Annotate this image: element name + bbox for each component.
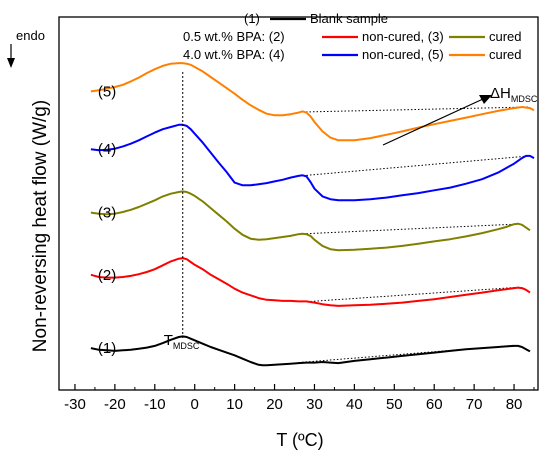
t-mdsc-label-sub: MDSC [173,341,200,351]
legend-label-3: cured [489,29,522,44]
baseline-series-1 [298,344,515,364]
t-mdsc-label-main: T [164,332,173,349]
x-tick-label-6: 30 [306,396,323,413]
series-line-3 [90,190,531,252]
x-tick-label-3: 0 [191,396,199,413]
delta-h-label-sub: MDSC [511,94,538,104]
legend-label-4: non-cured, (5) [362,47,444,62]
endo-indicator: endo [7,28,45,68]
legend-row-1-prefix: (1) [244,11,260,26]
x-tick-label-11: 80 [506,396,523,413]
baseline-series-2 [310,287,515,302]
series-label-5: (5) [98,83,116,100]
legend: (1) Blank sample 0.5 wt.% BPA: (2) non-c… [183,11,522,62]
series-line-5 [90,62,535,142]
plot-frame [58,16,539,391]
series-label-3: (3) [98,205,116,222]
x-tick-label-9: 60 [426,396,443,413]
y-axis-label: Non-reversing heat flow (W/g) [30,100,51,352]
legend-label-2: non-cured, (3) [362,29,444,44]
delta-h-label-main: ΔH [490,85,511,102]
series-label-2: (2) [98,267,116,284]
x-axis-label: T (ºC) [276,430,323,450]
baseline-series-4 [306,155,531,176]
series-lines [90,62,535,367]
baseline-series-5 [302,106,531,113]
series-label-4: (4) [98,141,116,158]
endo-arrow-head [7,58,15,68]
series-labels: (1) (2) (3) (4) (5) [98,83,116,357]
x-tick-label-2: -10 [144,396,166,413]
x-tick-label-0: -30 [64,396,86,413]
x-tick-label-8: 50 [386,396,403,413]
t-mdsc-label: TMDSC [164,332,200,351]
delta-h-arrow-shaft [382,98,484,146]
endo-label: endo [16,28,45,43]
legend-label-1: Blank sample [310,11,388,26]
delta-h-arrow-head [479,95,492,104]
series-line-1 [90,335,531,367]
t-mdsc-marker: TMDSC [164,72,200,351]
delta-h-annotation: ΔHMDSC [382,85,538,146]
x-tick-label-4: 10 [226,396,243,413]
series-line-4 [90,123,535,202]
delta-h-label: ΔHMDSC [490,85,538,104]
x-tick-label-10: 70 [466,396,483,413]
series-label-1: (1) [98,340,116,357]
x-axis-ticks: -30 -20 -10 0 10 20 30 40 50 60 70 80 [64,384,535,413]
x-tick-label-5: 20 [266,396,283,413]
legend-row-2-prefix: 0.5 wt.% BPA: (2) [183,29,285,44]
x-tick-label-7: 40 [346,396,363,413]
legend-label-5: cured [489,47,522,62]
legend-row-3-prefix: 4.0 wt.% BPA: (4) [183,47,285,62]
baselines [298,106,531,364]
x-tick-label-1: -20 [104,396,126,413]
series-line-2 [90,257,531,307]
